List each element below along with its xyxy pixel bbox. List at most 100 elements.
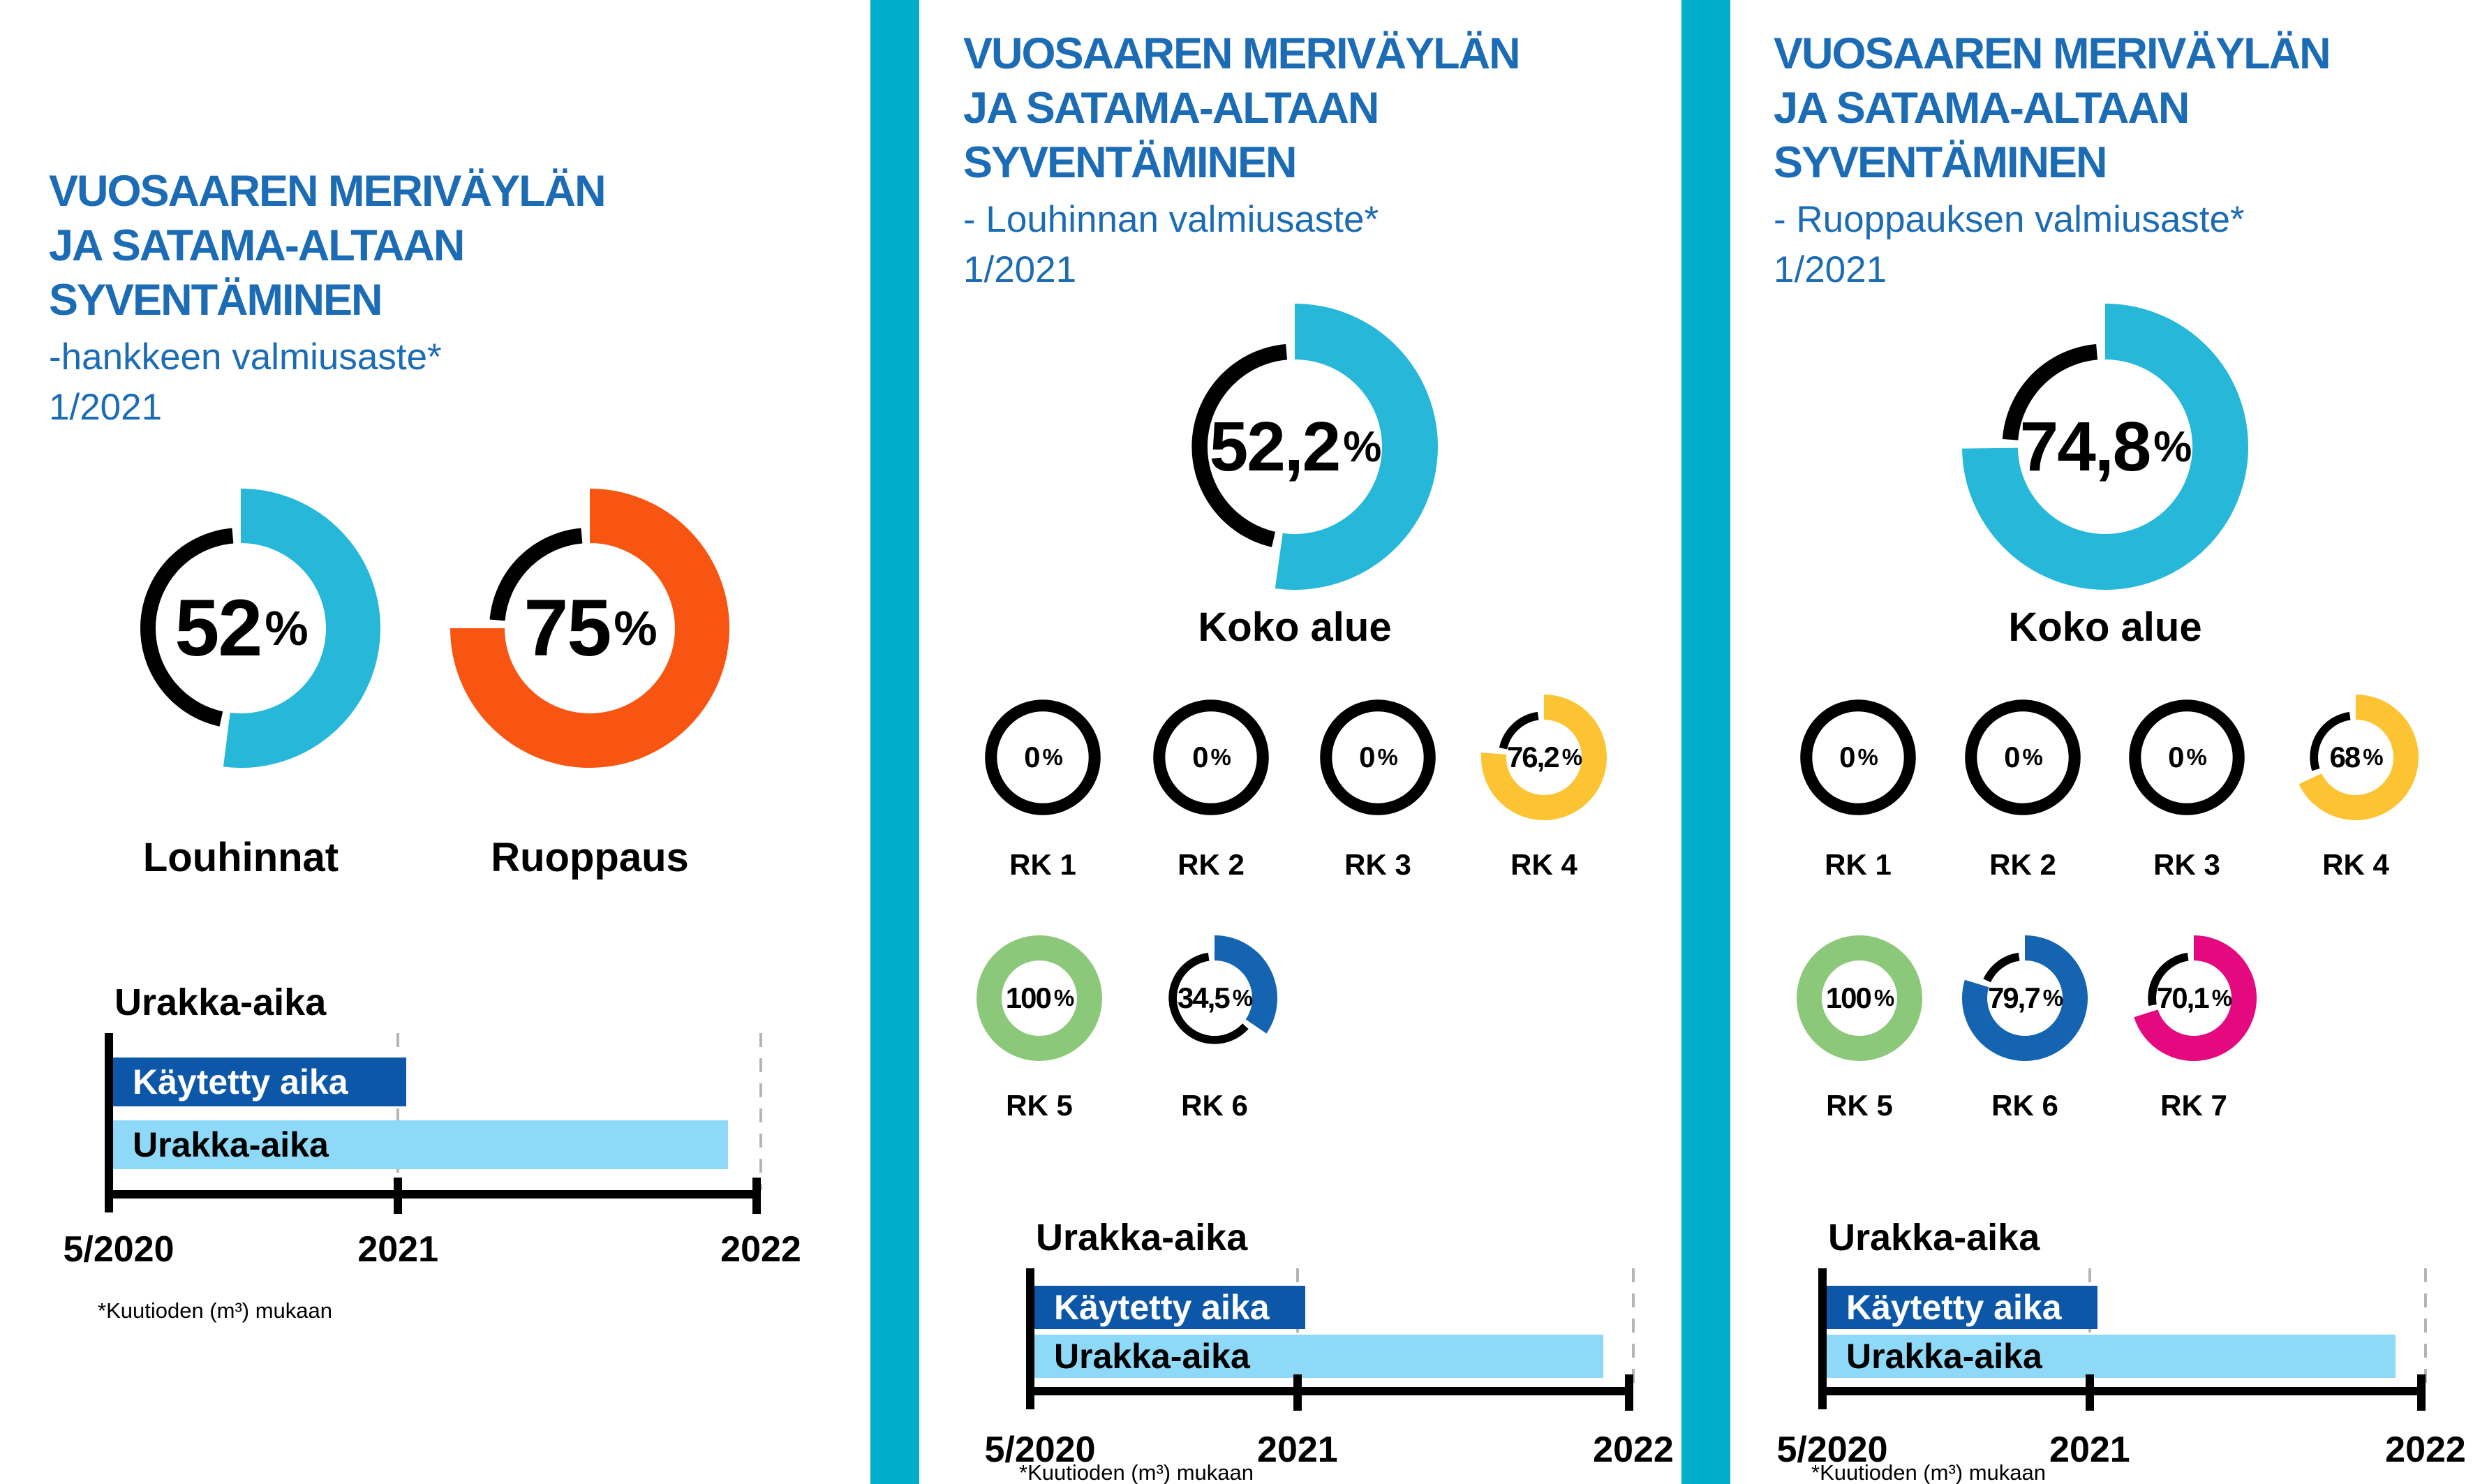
- donut-progress-arc: [1214, 935, 1277, 1034]
- gantt-bar-label: Urakka-aika: [1054, 1337, 1250, 1376]
- gauge-value: 0%: [1315, 695, 1441, 820]
- donut-remainder-arc: [1965, 699, 2081, 815]
- donut-remainder-arc: [1983, 952, 2020, 983]
- axis-label: 2021: [357, 1229, 439, 1270]
- gauge-label: RK 2: [1178, 848, 1245, 881]
- donut-gauge: 0% RK 3: [2124, 695, 2250, 881]
- gantt-bar-label: Käytetty aika: [1054, 1288, 1270, 1327]
- gantt-bar-used: Käytetty aika: [1827, 1286, 2098, 1329]
- donut-gauge: 0% RK 1: [980, 695, 1106, 881]
- timeline-plot-area: Käytetty aika Urakka-aika: [1026, 1268, 1635, 1411]
- gauge-label: Ruoppaus: [491, 835, 689, 880]
- donut-chart: [1481, 695, 1607, 820]
- gauge-value-number: 0: [2168, 741, 2184, 773]
- donut-remainder-arc: [1800, 699, 1916, 815]
- donut-chart: [2129, 699, 2245, 815]
- donut-remainder-arc: [985, 699, 1101, 815]
- donut-progress-arc: [2299, 695, 2419, 820]
- donut-progress-arc: [1481, 695, 1607, 820]
- percent-sign: %: [2042, 985, 2063, 1011]
- percent-sign: %: [1210, 744, 1231, 770]
- donut-chart: [1797, 935, 1922, 1061]
- timeline-plot-area: Käytetty aika Urakka-aika: [105, 1033, 762, 1214]
- subtitle: -hankkeen valmiusaste*: [49, 336, 442, 378]
- title-line: JA SATAMA-ALTAAN: [1774, 84, 2190, 133]
- gauge-value-number: 79,7: [1987, 981, 2041, 1014]
- footnote: *Kuutioden (m³) mukaan: [1811, 1460, 2046, 1484]
- gauge-label: RK 5: [1826, 1089, 1893, 1122]
- gauge-value-number: 100: [1005, 981, 1052, 1014]
- donut-gauge: 100% RK 5: [1797, 935, 1922, 1122]
- gauge-value: 76,2%: [1481, 695, 1607, 820]
- donut-gauge: 0% RK 3: [1315, 695, 1441, 881]
- donut-gauge: 100% RK 5: [976, 935, 1102, 1122]
- title-line: VUOSAAREN MERIVÄYLÄN: [1774, 29, 2331, 78]
- donut-remainder-arc: [1191, 343, 1288, 547]
- axis-tick: [1293, 1374, 1302, 1411]
- axis-label: 5/2020: [63, 1229, 174, 1270]
- gauge-label: RK 4: [2322, 848, 2389, 881]
- percent-sign: %: [2211, 985, 2232, 1011]
- gauge-label: Koko alue: [1198, 604, 1392, 650]
- donut-remainder-arc: [2002, 343, 2098, 440]
- gridline: [759, 1033, 762, 1190]
- axis-tick: [1625, 1374, 1633, 1411]
- donut-chart: [1962, 303, 2248, 590]
- donut-progress-arc: [450, 489, 729, 768]
- gauge-value: 0%: [1795, 695, 1921, 820]
- donut-chart: [1168, 935, 1277, 1044]
- gauge-value: 0%: [980, 695, 1106, 820]
- gauge-value-number: 70,1: [2156, 981, 2210, 1014]
- donut-gauge: 0% RK 1: [1795, 695, 1921, 881]
- donut-chart: [140, 489, 380, 768]
- x-axis: [1818, 1387, 2426, 1395]
- timeline-heading: Urakka-aika: [114, 981, 327, 1023]
- subtitle: - Louhinnan valmiusaste*: [963, 199, 1379, 240]
- panel-louhinnan-valmiusaste: VUOSAAREN MERIVÄYLÄN JA SATAMA-ALTAAN SYVE…: [919, 0, 1681, 1484]
- donut-gauge: 52,2% Koko alue: [1152, 303, 1438, 650]
- donut-chart: [1320, 699, 1436, 815]
- gauge-value-number: 0: [1839, 741, 1855, 773]
- axis-label: 2021: [1257, 1430, 1338, 1470]
- percent-sign: %: [1377, 744, 1398, 770]
- axis-label: 5/2020: [984, 1430, 1096, 1470]
- donut-gauge: 0% RK 2: [1148, 695, 1274, 881]
- donut-progress-arc: [1275, 303, 1438, 590]
- donut-progress-arc: [976, 935, 1102, 1061]
- donut-gauge: 52% Louhinnat: [101, 489, 380, 880]
- donut-gauge: 0% RK 2: [1960, 695, 2086, 881]
- gantt-bar-used: Käytetty aika: [113, 1058, 407, 1106]
- donut-chart: [1153, 699, 1269, 815]
- gauge-value-number: 0: [1024, 741, 1040, 773]
- percent-sign: %: [2186, 744, 2207, 770]
- gantt-bar-used: Käytetty aika: [1034, 1286, 1306, 1329]
- gauge-value: 79,7%: [1962, 935, 2088, 1061]
- gauge-label: RK 6: [1991, 1089, 2058, 1122]
- x-axis: [1026, 1387, 1633, 1395]
- percent-sign: %: [1343, 422, 1381, 471]
- gantt-bar-label: Urakka-aika: [133, 1125, 329, 1164]
- gauge-value-number: 52,2: [1209, 407, 1342, 486]
- title-line: SYVENTÄMINEN: [1774, 138, 2108, 187]
- title-line: JA SATAMA-ALTAAN: [963, 84, 1379, 133]
- title-block: VUOSAAREN MERIVÄYLÄN JA SATAMA-ALTAAN SYVE…: [963, 27, 1521, 293]
- donut-remainder-arc: [489, 528, 583, 621]
- donut-remainder-arc: [1153, 699, 1269, 815]
- y-axis: [105, 1033, 113, 1212]
- gauge-value-number: 52: [174, 584, 262, 673]
- donut-chart: [985, 699, 1101, 815]
- donut-remainder-arc: [1168, 952, 1249, 1044]
- y-axis: [1026, 1268, 1034, 1409]
- period-label: 1/2021: [49, 387, 163, 428]
- percent-sign: %: [2153, 422, 2192, 471]
- timeline-plot-area: Käytetty aika Urakka-aika: [1818, 1268, 2427, 1411]
- axis-tick: [2085, 1374, 2094, 1411]
- donut-gauge: 76,2% RK 4: [1481, 695, 1607, 881]
- donut-remainder-arc: [2129, 699, 2245, 815]
- donut-remainder-arc: [140, 528, 234, 727]
- donut-progress-arc: [1962, 303, 2248, 590]
- percent-sign: %: [1232, 985, 1253, 1011]
- percent-sign: %: [265, 601, 308, 655]
- donut-remainder-arc: [2310, 711, 2351, 771]
- timeline-heading: Urakka-aika: [1828, 1217, 2040, 1259]
